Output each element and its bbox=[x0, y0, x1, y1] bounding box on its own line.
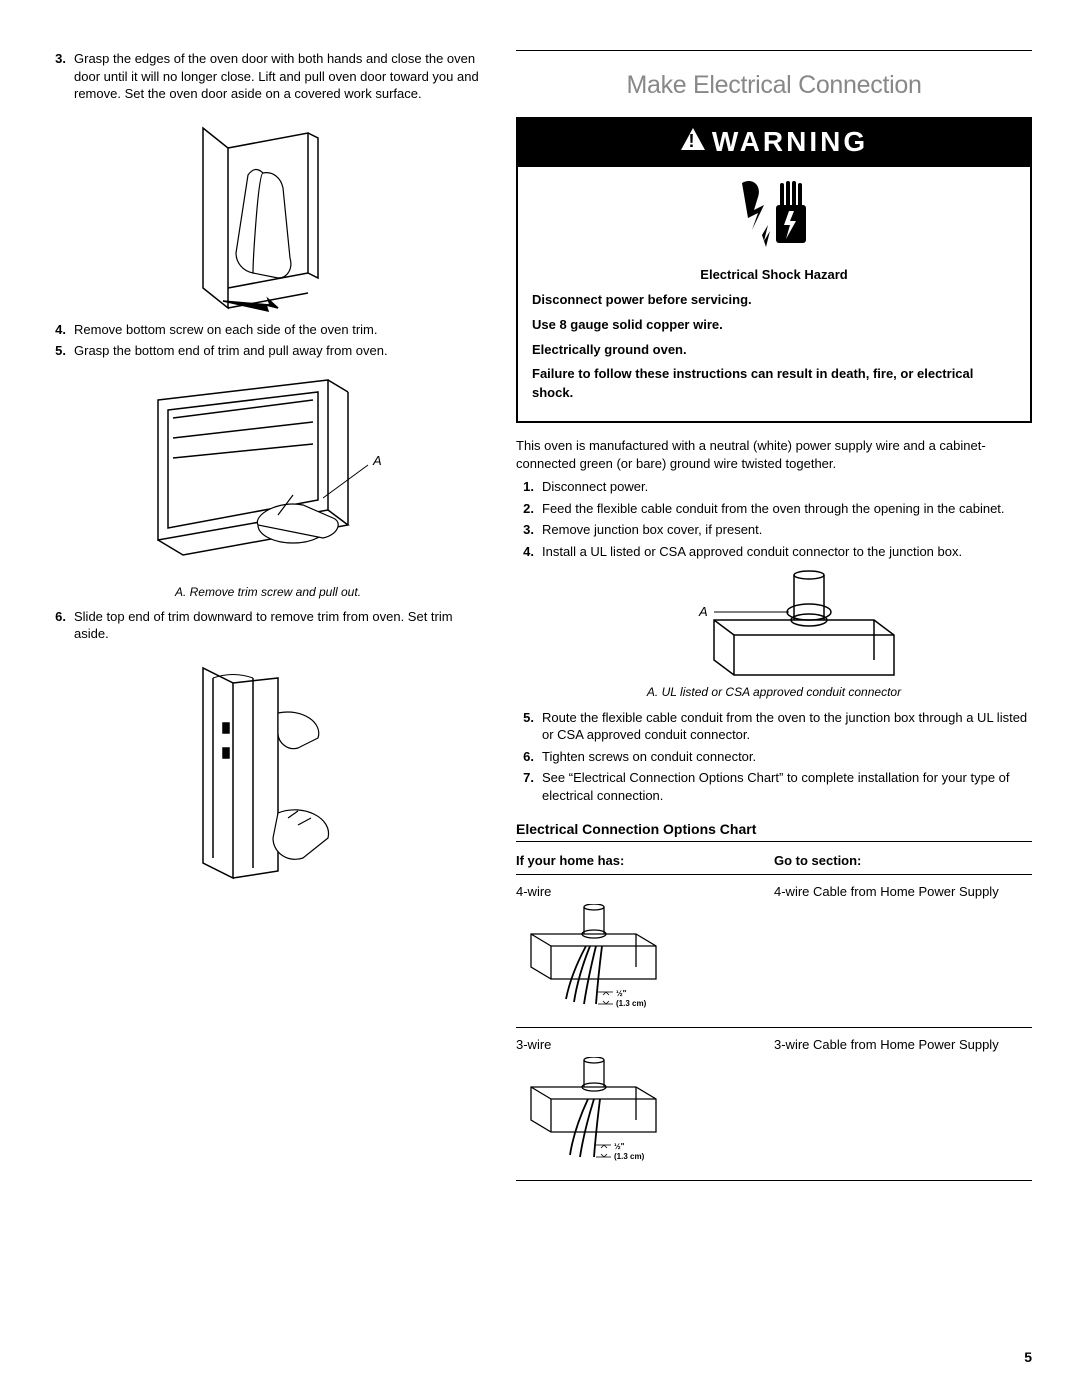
warning-bar: ! WARNING bbox=[518, 119, 1030, 167]
list-item: 4. Remove bottom screw on each side of t… bbox=[48, 321, 488, 339]
door-illustration bbox=[168, 113, 368, 313]
warning-word: WARNING bbox=[712, 123, 868, 161]
step-text: Remove bottom screw on each side of the … bbox=[74, 321, 488, 339]
warning-line: Use 8 gauge solid copper wire. bbox=[532, 316, 1016, 335]
section-title: Make Electrical Connection bbox=[516, 69, 1032, 103]
left-column: 3. Grasp the edges of the oven door with… bbox=[48, 50, 488, 1181]
chart-title: Electrical Connection Options Chart bbox=[516, 820, 1032, 842]
list-item: 5.Route the flexible cable conduit from … bbox=[516, 709, 1032, 744]
shock-icon bbox=[518, 167, 1030, 261]
svg-text:!: ! bbox=[688, 131, 697, 151]
figure-trim-screw: A A. Remove trim screw and pull out. bbox=[48, 370, 488, 600]
step-number: 3. bbox=[48, 50, 74, 103]
figure-conduit-connector: A A. UL listed or CSA approved conduit c… bbox=[516, 570, 1032, 700]
list-item: 7.See “Electrical Connection Options Cha… bbox=[516, 769, 1032, 804]
warning-triangle-icon: ! bbox=[680, 123, 706, 161]
warning-line: Disconnect power before servicing. bbox=[532, 291, 1016, 310]
figure-caption: A. UL listed or CSA approved conduit con… bbox=[516, 684, 1032, 700]
dim-cm: (1.3 cm) bbox=[614, 1152, 645, 1161]
divider bbox=[516, 50, 1032, 51]
table-cell: 3-wire Cable from Home Power Supply bbox=[774, 1027, 1032, 1180]
list-item: 4.Install a UL listed or CSA approved co… bbox=[516, 543, 1032, 561]
right-column: Make Electrical Connection ! WARNING bbox=[516, 50, 1032, 1181]
figure-label-A: A bbox=[698, 604, 708, 619]
step-number: 5. bbox=[516, 709, 542, 744]
step-number: 2. bbox=[516, 500, 542, 518]
table-cell: 3-wire bbox=[516, 1027, 774, 1180]
step-text: Feed the flexible cable conduit from the… bbox=[542, 500, 1032, 518]
three-wire-illustration: ½" (1.3 cm) bbox=[516, 1057, 676, 1167]
slide-trim-illustration bbox=[183, 653, 353, 883]
list-item: 3.Remove junction box cover, if present. bbox=[516, 521, 1032, 539]
step-number: 7. bbox=[516, 769, 542, 804]
options-chart: If your home has: Go to section: 4-wire bbox=[516, 848, 1032, 1181]
col-header: Go to section: bbox=[774, 848, 1032, 874]
figure-label-A: A bbox=[372, 453, 382, 468]
right-steps-b: 5.Route the flexible cable conduit from … bbox=[516, 709, 1032, 805]
step-text: Disconnect power. bbox=[542, 478, 1032, 496]
page-number: 5 bbox=[1024, 1348, 1032, 1367]
dim-inches: ½" bbox=[616, 989, 627, 998]
cell-label: 4-wire bbox=[516, 883, 770, 901]
table-cell: 4-wire bbox=[516, 874, 774, 1027]
table-row: 4-wire bbox=[516, 874, 1032, 1027]
step-number: 6. bbox=[48, 608, 74, 643]
col-header: If your home has: bbox=[516, 848, 774, 874]
table-header-row: If your home has: Go to section: bbox=[516, 848, 1032, 874]
step-text: Install a UL listed or CSA approved cond… bbox=[542, 543, 1032, 561]
trim-screw-illustration: A bbox=[138, 370, 398, 580]
step-text: Grasp the bottom end of trim and pull aw… bbox=[74, 342, 488, 360]
table-cell: 4-wire Cable from Home Power Supply bbox=[774, 874, 1032, 1027]
list-item: 5. Grasp the bottom end of trim and pull… bbox=[48, 342, 488, 360]
left-steps-a: 3. Grasp the edges of the oven door with… bbox=[48, 50, 488, 103]
dim-inches: ½" bbox=[614, 1142, 625, 1151]
step-number: 4. bbox=[516, 543, 542, 561]
warning-box: ! WARNING bbox=[516, 117, 1032, 423]
list-item: 6. Slide top end of trim downward to rem… bbox=[48, 608, 488, 643]
figure-caption: A. Remove trim screw and pull out. bbox=[48, 584, 488, 600]
step-text: Route the flexible cable conduit from th… bbox=[542, 709, 1032, 744]
warning-line: Failure to follow these instructions can… bbox=[532, 365, 1016, 403]
warning-line: Electrical Shock Hazard bbox=[532, 266, 1016, 285]
step-number: 3. bbox=[516, 521, 542, 539]
step-text: Slide top end of trim downward to remove… bbox=[74, 608, 488, 643]
conduit-illustration: A bbox=[644, 570, 904, 680]
right-steps-a: 1.Disconnect power. 2.Feed the flexible … bbox=[516, 478, 1032, 560]
step-number: 4. bbox=[48, 321, 74, 339]
step-text: Remove junction box cover, if present. bbox=[542, 521, 1032, 539]
step-text: See “Electrical Connection Options Chart… bbox=[542, 769, 1032, 804]
four-wire-illustration: ½" (1.3 cm) bbox=[516, 904, 676, 1014]
step-number: 1. bbox=[516, 478, 542, 496]
dim-cm: (1.3 cm) bbox=[616, 999, 647, 1008]
page-columns: 3. Grasp the edges of the oven door with… bbox=[48, 50, 1032, 1181]
figure-slide-trim bbox=[48, 653, 488, 883]
table-row: 3-wire bbox=[516, 1027, 1032, 1180]
cell-label: 3-wire bbox=[516, 1036, 770, 1054]
step-number: 5. bbox=[48, 342, 74, 360]
figure-door-removal bbox=[48, 113, 488, 313]
left-steps-c: 6. Slide top end of trim downward to rem… bbox=[48, 608, 488, 643]
step-text: Grasp the edges of the oven door with bo… bbox=[74, 50, 488, 103]
list-item: 2.Feed the flexible cable conduit from t… bbox=[516, 500, 1032, 518]
warning-text: Electrical Shock Hazard Disconnect power… bbox=[518, 260, 1030, 421]
list-item: 6.Tighten screws on conduit connector. bbox=[516, 748, 1032, 766]
intro-paragraph: This oven is manufactured with a neutral… bbox=[516, 437, 1032, 472]
step-number: 6. bbox=[516, 748, 542, 766]
list-item: 1.Disconnect power. bbox=[516, 478, 1032, 496]
list-item: 3. Grasp the edges of the oven door with… bbox=[48, 50, 488, 103]
step-text: Tighten screws on conduit connector. bbox=[542, 748, 1032, 766]
warning-line: Electrically ground oven. bbox=[532, 341, 1016, 360]
left-steps-b: 4. Remove bottom screw on each side of t… bbox=[48, 321, 488, 360]
